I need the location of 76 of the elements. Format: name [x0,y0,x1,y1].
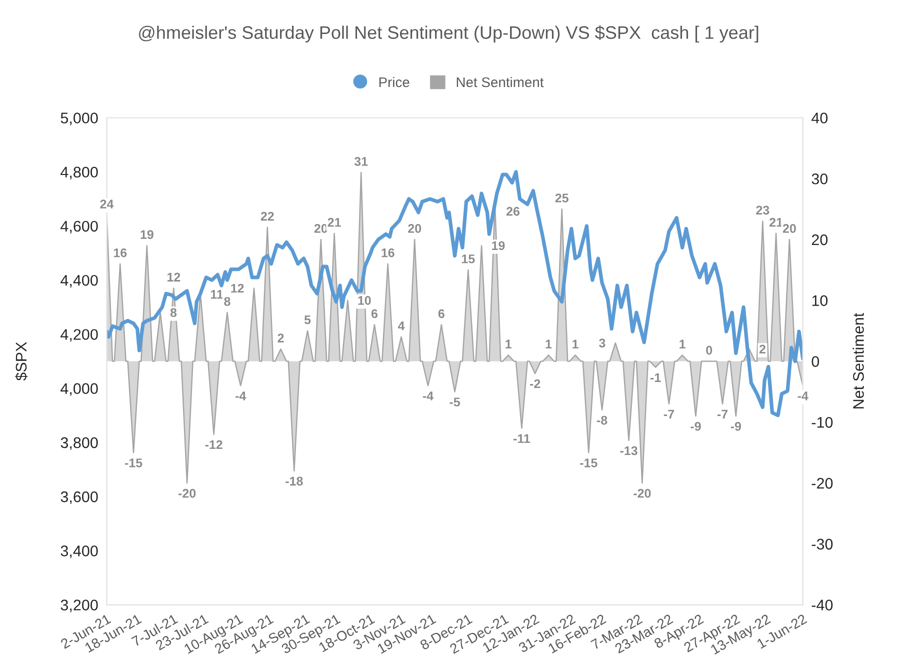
data-label: 19 [492,241,505,250]
data-label: 2 [278,334,284,342]
data-label: 3 [599,338,606,348]
data-label: 6 [371,309,378,318]
data-label: -20 [634,488,651,498]
data-label: 1 [680,340,686,348]
data-label: -13 [620,446,638,456]
y-tick-label: 3,600 [60,491,98,504]
data-label: 26 [506,206,520,216]
y-axis-title: $SPX [15,342,28,381]
y-tick-label: 3,800 [60,437,98,450]
data-label: 20 [782,224,796,233]
y2-axis-title: Net Sentiment [852,312,864,408]
data-label: -2 [530,379,540,388]
y-tick-label: 4,000 [60,383,98,396]
chart-title: @hmeisler's Saturday Poll Net Sentiment (Up-Down) VS $SPX cash [ 1 year] [139,25,758,43]
data-label: -7 [664,410,674,418]
y2-tick-label: 10 [812,295,828,306]
y-tick-label: 4,400 [60,274,98,288]
data-label: -15 [124,458,142,468]
data-label: -15 [580,458,598,468]
data-label: 21 [328,218,341,227]
data-label: 12 [168,272,180,282]
data-label: -12 [205,440,222,449]
data-label: -18 [286,476,303,486]
data-label: 2 [759,344,766,354]
data-label: -4 [236,392,246,400]
data-label: -20 [178,488,196,498]
y2-tick-label: -10 [812,417,833,428]
data-label: 4 [398,322,405,330]
data-label: 19 [140,230,154,239]
y-tick-label: 3,400 [60,546,98,558]
data-label: -5 [450,398,460,406]
data-label: -4 [798,392,808,400]
data-label: 8 [170,308,177,318]
data-label: 23 [756,206,770,215]
y2-tick-label: 0 [812,356,820,367]
data-label: -11 [514,434,530,443]
data-label: -9 [690,422,701,431]
y-tick-label: 4,600 [60,220,98,234]
legend-label: Net Sentiment [456,76,544,88]
data-label: 1 [546,340,552,348]
y-tick-label: 5,000 [60,112,98,126]
data-label: 16 [114,248,127,258]
data-label: 16 [382,248,394,258]
data-label: -7 [717,410,728,418]
data-label: 6 [438,309,444,318]
y-tick-label: 3,200 [60,600,98,612]
data-label: 15 [462,254,475,264]
y2-tick-label: 30 [812,173,828,184]
legend-label: Price [379,76,410,88]
data-label: 5 [304,315,311,324]
data-label: 1 [572,340,578,348]
data-label: -4 [422,392,434,400]
data-label: 10 [358,296,371,305]
data-label: 22 [260,212,274,221]
data-label: 12 [231,284,244,293]
y2-tick-label: -20 [812,478,833,489]
data-label: 11 [210,290,224,299]
data-label: 25 [555,194,568,202]
y2-tick-label: 40 [812,112,828,124]
y-tick-label: 4,800 [60,166,98,180]
data-label: -1 [650,373,661,382]
data-label: 31 [354,157,368,166]
data-label: 24 [100,200,114,208]
data-label: 21 [770,218,783,227]
data-label: 8 [224,297,230,306]
y-tick-label: 4,200 [60,329,98,342]
y2-tick-label: -40 [812,600,833,610]
data-label: 20 [408,224,422,233]
y2-tick-label: -30 [812,538,833,550]
data-label: -9 [730,422,741,431]
y2-tick-label: 20 [812,234,828,246]
data-label: 0 [706,346,712,355]
data-label: 1 [506,340,512,348]
data-label: -8 [596,416,608,425]
